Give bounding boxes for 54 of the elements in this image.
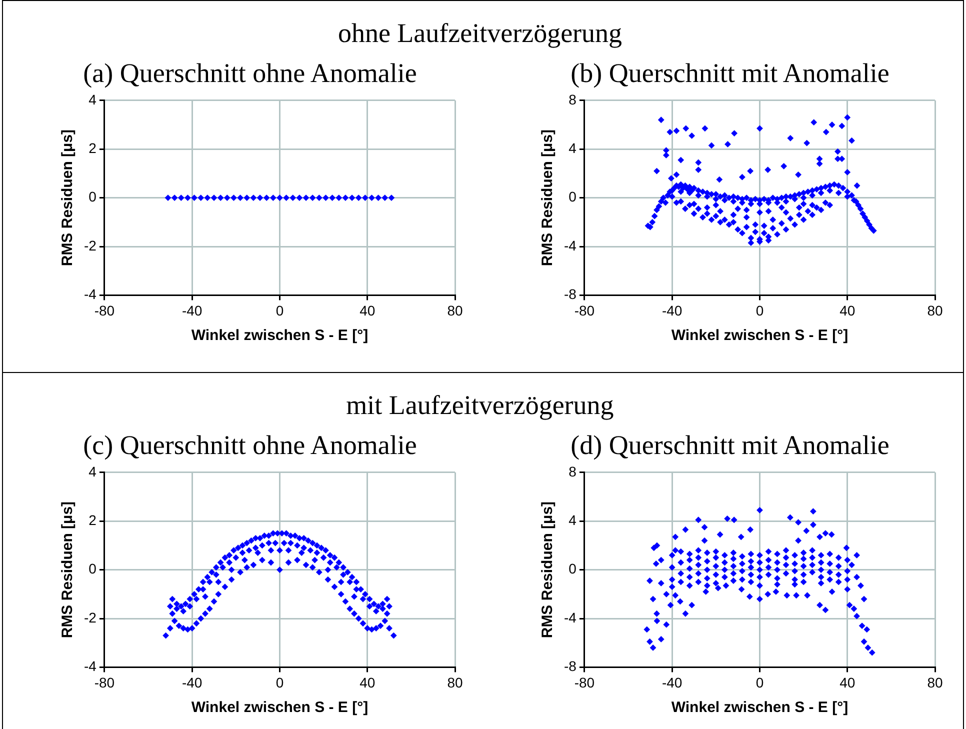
chart-title: (d) Querschnitt mit Anomalie [570,430,890,461]
y-tick-label: 4 [88,91,97,108]
y-tick-label: 8 [568,91,577,108]
y-axis-title: RMS Residuen [μs] [59,501,76,638]
y-tick-label: -2 [84,609,97,626]
y-tick-label: -2 [84,237,97,254]
y-tick-label: 0 [88,188,97,205]
y-tick-label: 4 [88,463,97,480]
x-tick-label: 80 [447,674,463,690]
y-tick-label: 2 [88,140,97,156]
y-axis-title: RMS Residuen [μs] [539,129,556,266]
x-tick-label: 0 [276,674,284,690]
x-tick-label: 40 [840,674,856,690]
x-axis-title: Winkel zwischen S - E [°] [671,327,848,344]
x-tick-label: -40 [182,674,202,690]
chart-title: (b) Querschnitt mit Anomalie [570,58,890,89]
y-tick-label: -4 [84,286,97,302]
y-axis-title: RMS Residuen [μs] [59,129,76,266]
x-tick-label: 40 [840,302,856,318]
x-tick-label: 80 [447,302,463,318]
chart-title: (c) Querschnitt ohne Anomalie [82,430,418,461]
x-tick-label: -40 [662,674,682,690]
y-tick-label: -8 [564,286,577,302]
x-tick-label: 40 [360,302,376,318]
y-tick-label: 0 [88,560,97,577]
text: mit Laufzeitverzögerung [345,390,615,421]
x-tick-label: 0 [276,302,284,318]
x-tick-label: -40 [662,302,682,318]
x-tick-label: -80 [574,302,595,318]
y-tick-label: 4 [568,512,577,528]
text: ohne Laufzeitverzögerung [336,18,624,49]
y-tick-label: -4 [564,237,577,254]
y-tick-label: -4 [564,609,577,626]
x-tick-label: 0 [756,674,764,690]
x-tick-label: -40 [182,302,202,318]
x-axis-title: Winkel zwischen S - E [°] [671,699,848,716]
x-tick-label: 40 [360,674,376,690]
y-tick-label: 4 [568,140,577,156]
x-tick-label: 0 [756,302,764,318]
x-tick-label: 80 [927,674,943,690]
x-tick-label: -80 [94,674,115,690]
y-tick-label: 0 [568,188,577,205]
chart-title: (a) Querschnitt ohne Anomalie [82,58,418,89]
x-axis-title: Winkel zwischen S - E [°] [191,327,368,344]
x-tick-label: -80 [574,674,595,690]
y-tick-label: 8 [568,463,577,480]
y-tick-label: -4 [84,658,97,674]
y-axis-title: RMS Residuen [μs] [539,501,556,638]
x-tick-label: -80 [94,302,115,318]
y-tick-label: 0 [568,560,577,577]
y-tick-label: 2 [88,512,97,528]
y-tick-label: -8 [564,658,577,674]
x-tick-label: 80 [927,302,943,318]
x-axis-title: Winkel zwischen S - E [°] [191,699,368,716]
